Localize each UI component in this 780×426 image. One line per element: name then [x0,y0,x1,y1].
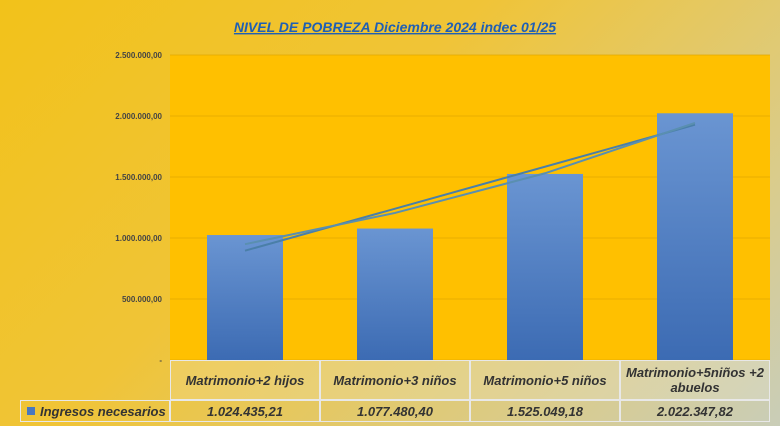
legend-swatch [27,407,35,415]
value-label-text: 2.022.347,82 [657,403,733,419]
y-tick-label: 500.000,00 [122,295,163,304]
bar [357,228,433,360]
y-tick-label: 2.000.000,00 [115,112,162,121]
category-label: Matrimonio+3 niños [320,360,470,400]
bar [657,113,733,361]
legend-item: Ingresos necesarios [20,400,170,422]
value-label-text: 1.525.049,18 [507,403,583,419]
category-label: Matrimonio+5niños +2 abuelos [620,360,770,400]
category-label: Matrimonio+2 hijos [170,360,320,400]
category-label: Matrimonio+5 niños [470,360,620,400]
bar [507,173,583,360]
y-tick-label: 2.500.000,00 [115,51,162,60]
trendline [244,121,696,246]
category-label-text: Matrimonio+2 hijos [185,372,305,388]
category-label-text: Matrimonio+3 niños [333,372,457,388]
value-label-text: 1.077.480,40 [357,403,433,419]
value-label: 1.077.480,40 [320,400,470,422]
bar [207,235,283,360]
category-label-text: Matrimonio+5niños +2 abuelos [626,365,764,395]
y-tick-label: 1.500.000,00 [115,173,162,182]
y-tick-label: - [159,356,162,365]
trendline [244,123,696,252]
chart-title: NIVEL DE POBREZA Diciembre 2024 indec 01… [234,19,556,35]
value-label: 2.022.347,82 [620,400,770,422]
value-label: 1.525.049,18 [470,400,620,422]
value-label: 1.024.435,21 [170,400,320,422]
value-label-text: 1.024.435,21 [207,403,283,419]
y-tick-label: 1.000.000,00 [115,234,162,243]
category-label-text: Matrimonio+5 niños [483,372,607,388]
legend-label: Ingresos necesarios [40,403,166,419]
